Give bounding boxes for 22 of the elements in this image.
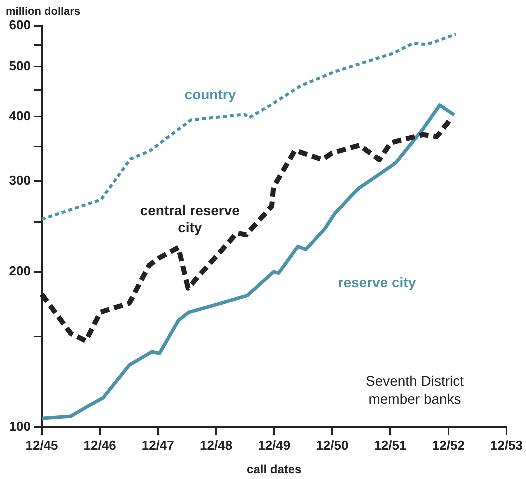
y-axis-title: million dollars	[6, 6, 81, 18]
x-tick-label: 12/50	[316, 438, 349, 453]
x-tick-label: 12/48	[200, 438, 233, 453]
x-tick-label: 12/46	[84, 438, 116, 453]
y-tick-label: 200	[9, 264, 31, 279]
annotation: Seventh District member banks	[366, 372, 464, 407]
y-tick-label: 100	[9, 418, 31, 434]
y-tick-label: 300	[9, 172, 31, 188]
text: reserve city	[338, 274, 416, 290]
y-tick-label: 600	[9, 18, 31, 33]
y-tick-label: 500	[9, 58, 31, 74]
series-label: country	[184, 86, 236, 102]
x-tick-label: 12/53	[490, 438, 524, 453]
x-tick-label: 12/51	[374, 438, 407, 453]
y-tick-label: 400	[9, 108, 31, 124]
series-label: central reserve city	[140, 202, 240, 236]
x-tick-label: 12/45	[26, 438, 58, 453]
x-tick-label: 12/52	[432, 438, 465, 453]
x-axis-title: call dates	[247, 462, 302, 476]
line-series	[40, 32, 458, 221]
x-tick-label: 12/49	[258, 438, 291, 453]
x-tick-label: 12/47	[142, 438, 174, 453]
